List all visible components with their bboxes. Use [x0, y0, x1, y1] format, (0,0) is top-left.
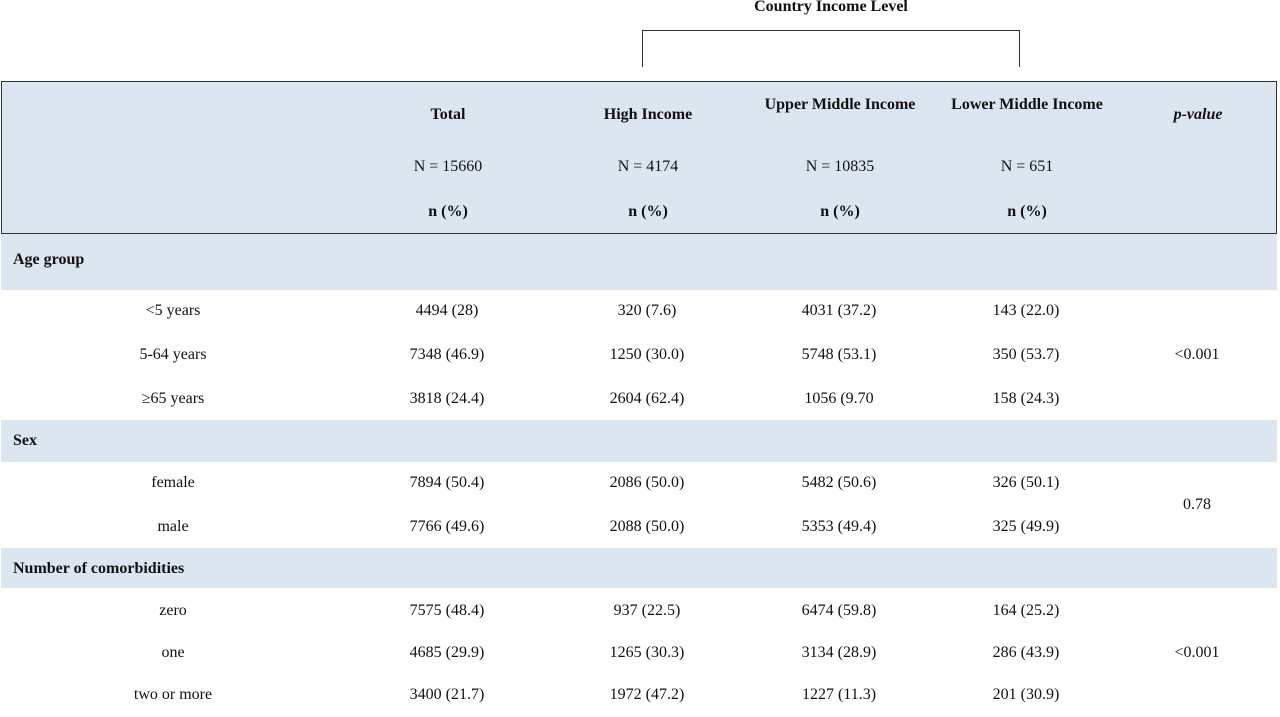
cell-upper-middle-income: 1227 (11.3): [801, 686, 877, 703]
cell-high-income: 2604 (62.4): [609, 390, 685, 407]
col-header-lower-middle-income: Lower Middle Income: [951, 96, 1103, 113]
table-row: one 4685 (29.9) 1265 (30.3) 3134 (28.9) …: [1, 643, 1277, 663]
row-label: 5-64 years: [139, 346, 207, 363]
col-n-lower-middle-income: N = 651: [1000, 158, 1054, 175]
pvalue-comorbidities: <0.001: [1174, 644, 1220, 661]
cell-lower-middle-income: 286 (43.9): [992, 644, 1060, 661]
col-n-total: N = 15660: [413, 158, 483, 175]
cell-high-income: 2086 (50.0): [609, 474, 685, 491]
group-label: Age group: [13, 251, 85, 268]
col-unit-high-income: n (%): [628, 203, 668, 220]
cell-high-income: 1972 (47.2): [609, 686, 685, 703]
cell-high-income: 1265 (30.3): [609, 644, 685, 661]
cell-lower-middle-income: 158 (24.3): [992, 390, 1060, 407]
cell-total: 3818 (24.4): [409, 390, 485, 407]
table-row: 5-64 years 7348 (46.9) 1250 (30.0) 5748 …: [1, 345, 1277, 365]
pvalue-age-group: <0.001: [1174, 346, 1220, 363]
cell-lower-middle-income: 164 (25.2): [992, 602, 1060, 619]
table-row: zero 7575 (48.4) 937 (22.5) 6474 (59.8) …: [1, 601, 1277, 621]
row-label: one: [161, 644, 185, 661]
cell-total: 4494 (28): [415, 302, 479, 319]
cell-lower-middle-income: 201 (30.9): [992, 686, 1060, 703]
cell-total: 7575 (48.4): [409, 602, 485, 619]
cell-lower-middle-income: 350 (53.7): [992, 346, 1060, 363]
table-row: male 7766 (49.6) 2088 (50.0) 5353 (49.4)…: [1, 517, 1277, 537]
col-unit-total: n (%): [428, 203, 468, 220]
group-label: Sex: [13, 432, 37, 449]
country-income-level-header: Country Income Level: [754, 0, 908, 15]
cell-total: 7348 (46.9): [409, 346, 485, 363]
cell-total: 7894 (50.4): [409, 474, 485, 491]
table-row: female 7894 (50.4) 2086 (50.0) 5482 (50.…: [1, 473, 1277, 493]
cell-upper-middle-income: 3134 (28.9): [801, 644, 877, 661]
cell-lower-middle-income: 143 (22.0): [992, 302, 1060, 319]
row-label: zero: [159, 602, 187, 619]
row-label: <5 years: [145, 302, 201, 319]
row-label: male: [157, 518, 189, 535]
cell-high-income: 2088 (50.0): [609, 518, 685, 535]
cell-total: 3400 (21.7): [409, 686, 485, 703]
cell-total: 4685 (29.9): [409, 644, 485, 661]
col-n-upper-middle-income: N = 10835: [805, 158, 875, 175]
cell-total: 7766 (49.6): [409, 518, 485, 535]
table-row: ≥65 years 3818 (24.4) 2604 (62.4) 1056 (…: [1, 389, 1277, 409]
table-row: two or more 3400 (21.7) 1972 (47.2) 1227…: [1, 685, 1277, 705]
table-row: <5 years 4494 (28) 320 (7.6) 4031 (37.2)…: [1, 301, 1277, 321]
col-header-high-income: High Income: [603, 106, 693, 123]
pvalue-sex: 0.78: [1183, 496, 1211, 513]
group-label: Number of comorbidities: [13, 560, 185, 577]
table-header: Total High Income Upper Middle Income Lo…: [1, 81, 1277, 234]
column-group-bracket: [642, 30, 1020, 67]
cell-upper-middle-income: 6474 (59.8): [801, 602, 877, 619]
group-band-sex: Sex: [1, 420, 1277, 462]
group-band-age: Age group: [1, 234, 1277, 290]
col-header-pvalue: p-value: [1173, 106, 1223, 123]
cell-upper-middle-income: 4031 (37.2): [801, 302, 877, 319]
cell-upper-middle-income: 5353 (49.4): [801, 518, 877, 535]
col-n-high-income: N = 4174: [617, 158, 679, 175]
cell-high-income: 320 (7.6): [617, 302, 677, 319]
col-header-total: Total: [430, 106, 466, 123]
cell-high-income: 937 (22.5): [613, 602, 681, 619]
row-label: ≥65 years: [141, 390, 205, 407]
cell-lower-middle-income: 326 (50.1): [992, 474, 1060, 491]
cell-high-income: 1250 (30.0): [609, 346, 685, 363]
cell-upper-middle-income: 5482 (50.6): [801, 474, 877, 491]
col-header-upper-middle-income: Upper Middle Income: [764, 96, 916, 113]
cell-upper-middle-income: 1056 (9.70: [804, 390, 874, 407]
cell-upper-middle-income: 5748 (53.1): [801, 346, 877, 363]
cell-lower-middle-income: 325 (49.9): [992, 518, 1060, 535]
row-label: two or more: [133, 686, 213, 703]
col-unit-upper-middle-income: n (%): [820, 203, 860, 220]
group-band-comorbidities: Number of comorbidities: [1, 548, 1277, 588]
col-unit-lower-middle-income: n (%): [1007, 203, 1047, 220]
row-label: female: [151, 474, 195, 491]
pvalue-row-sex: 0.78: [1, 495, 1277, 515]
